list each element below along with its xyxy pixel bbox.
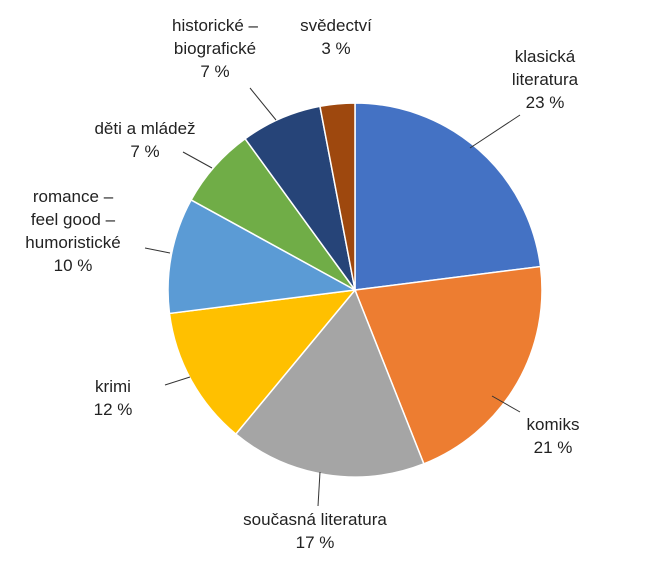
- leader-line: [469, 114, 521, 149]
- category-label: historické – biografické: [172, 16, 258, 58]
- leader-line: [317, 471, 321, 507]
- category-label: komiks: [526, 415, 580, 434]
- value-label: 10 %: [53, 256, 93, 275]
- value-label: 7 %: [200, 62, 230, 81]
- leader-line: [249, 87, 277, 121]
- category-label: klasická literatura: [511, 47, 579, 89]
- category-label: romance – feel good – humoristické: [25, 187, 121, 252]
- pie-slice: [353, 265, 543, 465]
- value-label: 3 %: [321, 39, 351, 58]
- data-label: klasická literatura 23 %: [445, 45, 645, 114]
- pie-slice: [354, 102, 542, 291]
- data-label: historické – biografické 7 %: [115, 14, 315, 83]
- value-label: 23 %: [525, 93, 565, 112]
- leader-line: [144, 247, 171, 254]
- category-label: krimi: [95, 377, 131, 396]
- category-label: současná literatura: [243, 510, 387, 529]
- leader-line: [491, 395, 521, 413]
- data-label: komiks 21 %: [453, 413, 653, 459]
- leader-line: [164, 376, 191, 386]
- data-label: děti a mládež 7 %: [45, 117, 245, 163]
- leader-line: [182, 151, 213, 169]
- pie-slice: [319, 102, 356, 291]
- data-label: krimi 12 %: [13, 375, 213, 421]
- pie-slice: [167, 198, 358, 315]
- value-label: 12 %: [93, 400, 133, 419]
- data-label: romance – feel good – humoristické 10 %: [0, 185, 173, 277]
- value-label: 21 %: [533, 438, 573, 457]
- category-label: svědectví: [300, 16, 372, 35]
- pie-slice: [168, 289, 357, 436]
- data-label: současná literatura 17 %: [215, 508, 415, 554]
- category-label: děti a mládež: [94, 119, 196, 138]
- pie-slice: [234, 288, 425, 478]
- value-label: 17 %: [295, 533, 335, 552]
- value-label: 7 %: [130, 142, 160, 161]
- data-label: svědectví 3 %: [236, 14, 436, 60]
